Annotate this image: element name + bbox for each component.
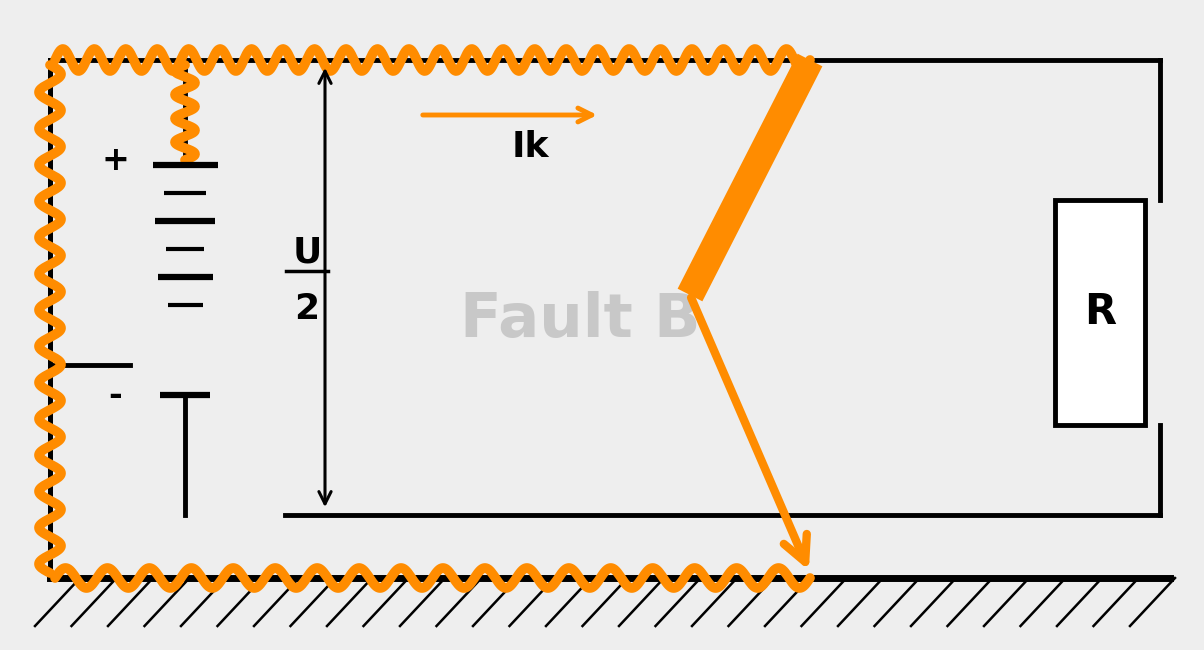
Text: +: +: [101, 144, 129, 177]
Text: -: -: [108, 378, 122, 411]
Text: Ik: Ik: [512, 130, 549, 164]
Bar: [1055, 200, 1145, 425]
Text: Fault B: Fault B: [460, 291, 701, 350]
Text: 2: 2: [295, 292, 319, 326]
Text: R: R: [1084, 291, 1116, 333]
Text: U: U: [293, 235, 321, 270]
